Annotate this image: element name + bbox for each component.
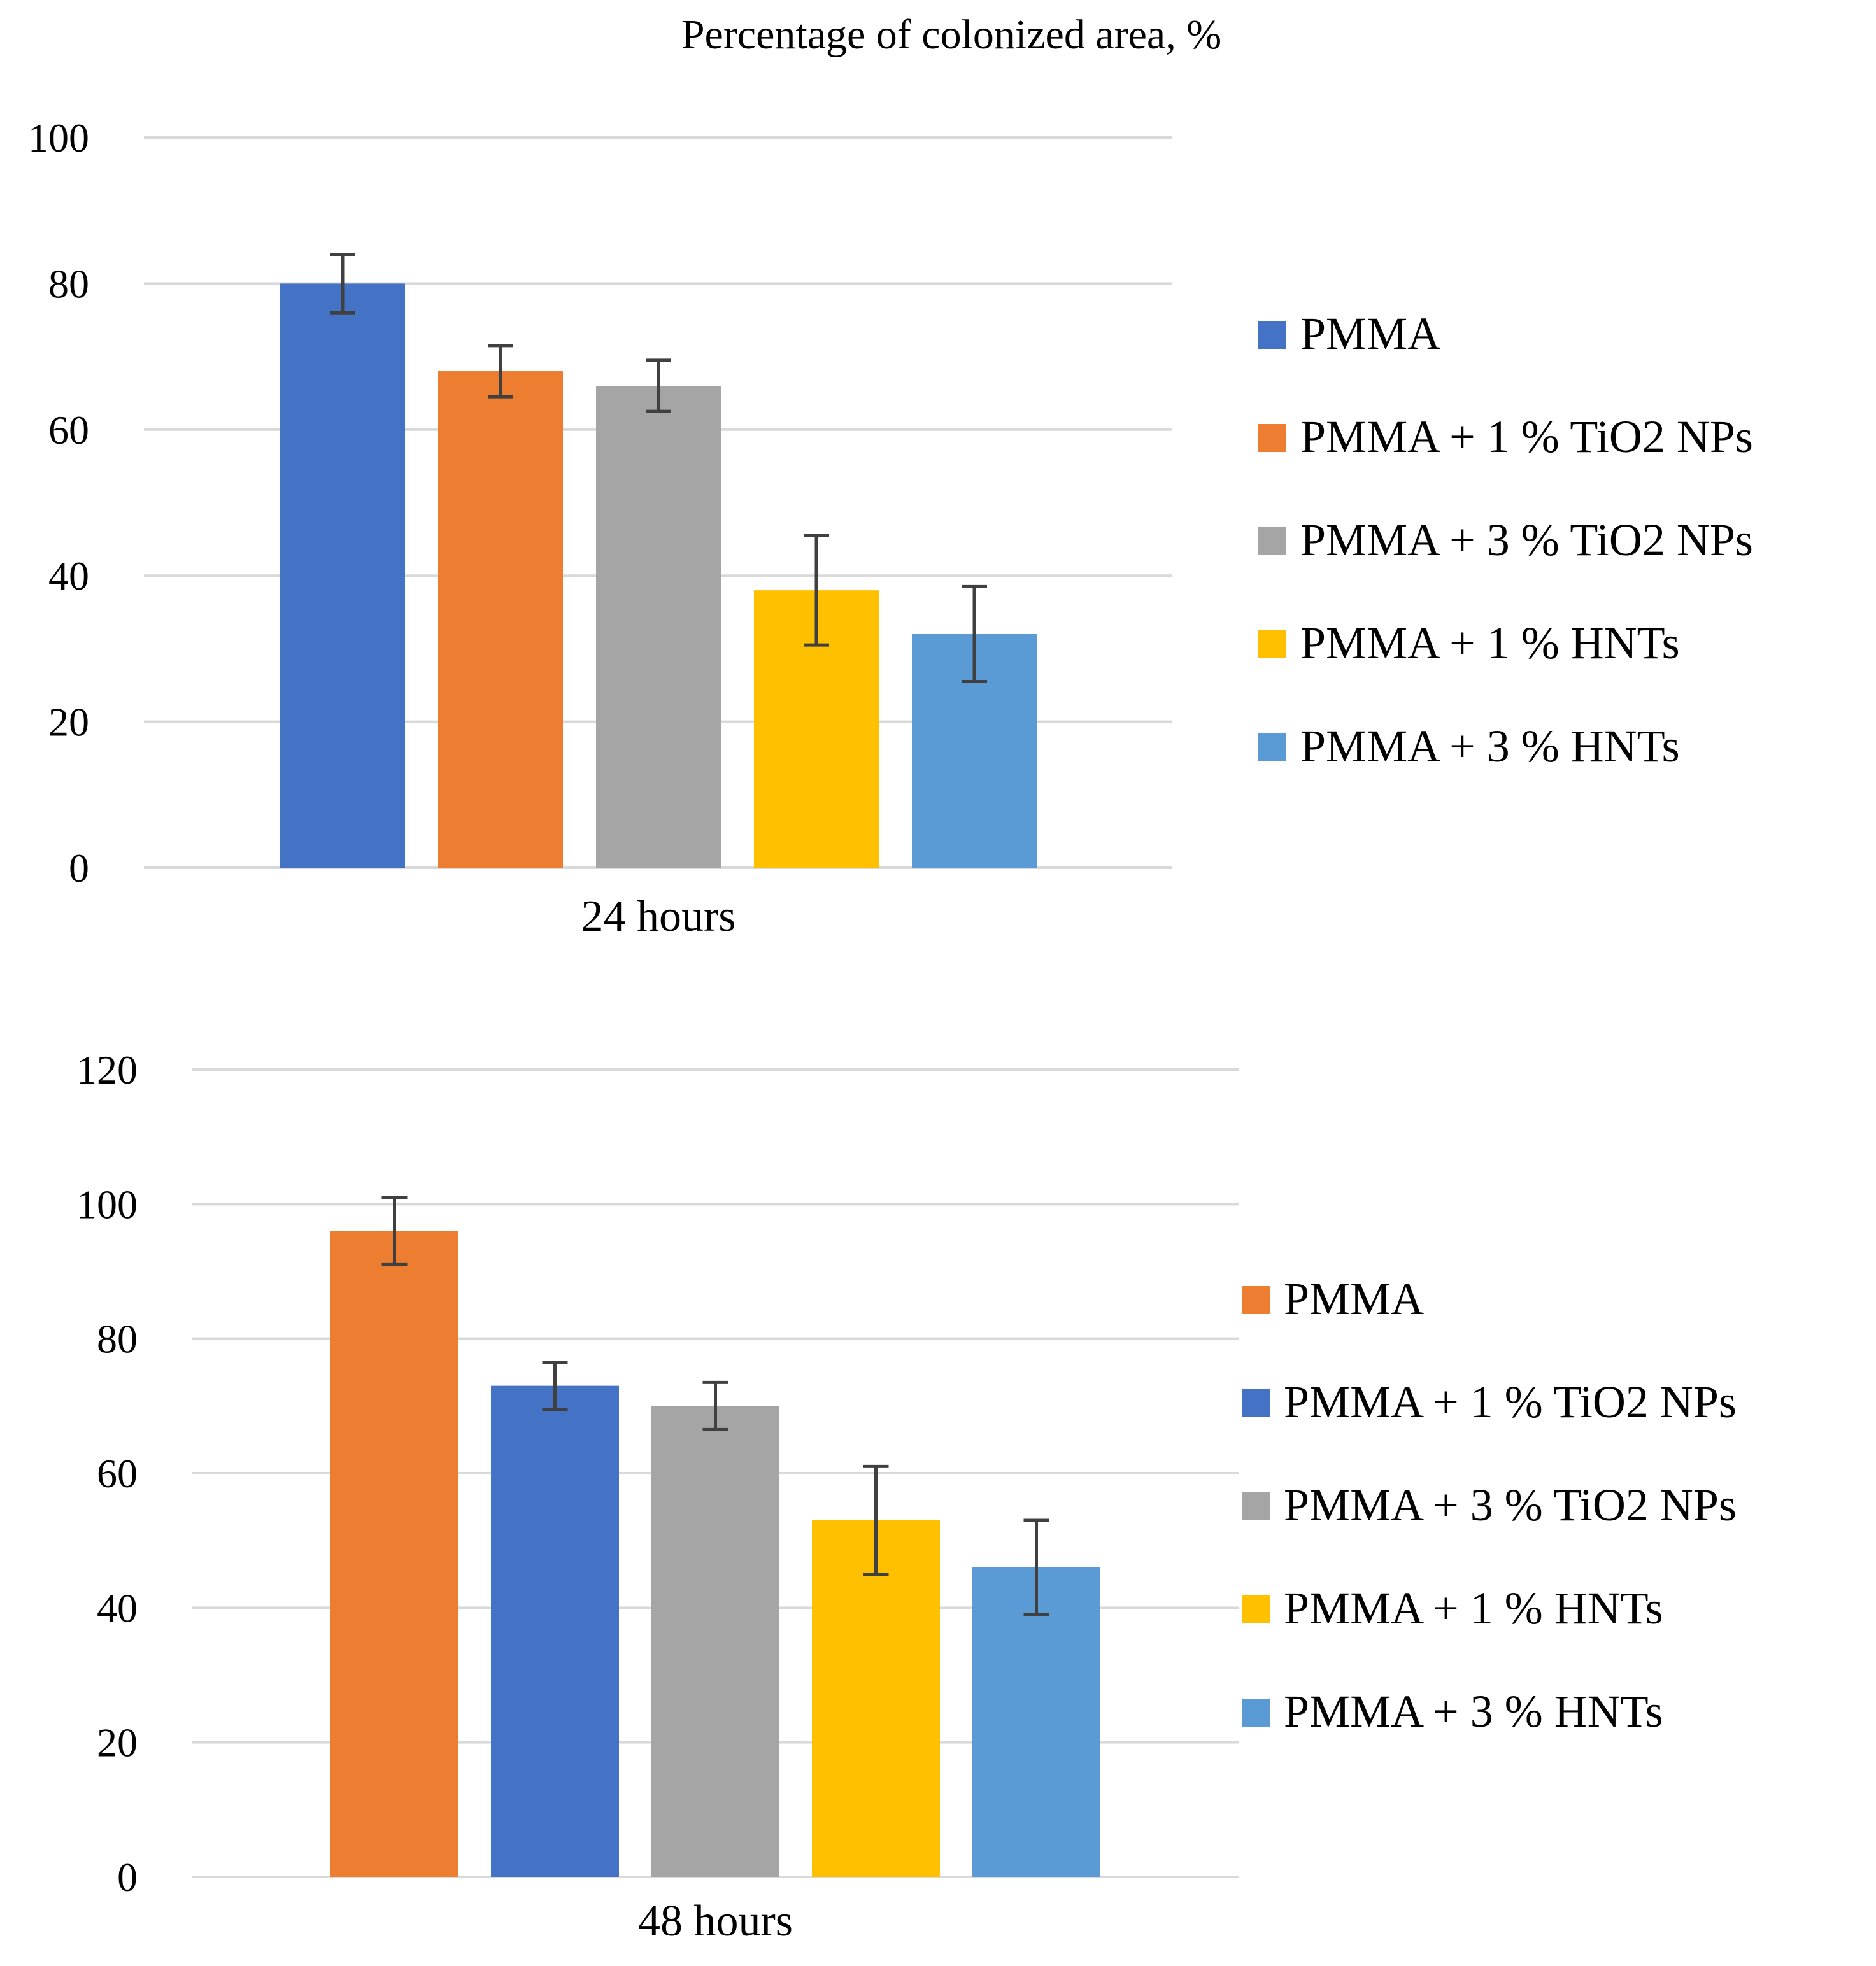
legend-label: PMMA + 1 % TiO2 NPs xyxy=(1284,1376,1737,1427)
legend-swatch xyxy=(1258,424,1286,452)
legend-label: PMMA + 1 % HNTs xyxy=(1300,618,1680,668)
bar xyxy=(491,1385,619,1877)
legend-label: PMMA + 1 % HNTs xyxy=(1284,1583,1663,1634)
chart-panel-48-hours: 0 20 40 60 80 100 120 PMMA PMMA + 1 % TiO2 NPs PM… xyxy=(76,1047,1737,1946)
legend-label: PMMA + 3 % HNTs xyxy=(1284,1686,1663,1737)
y-tick-label: 60 xyxy=(97,1451,138,1496)
y-tick-label: 100 xyxy=(76,1182,138,1227)
y-tick-label: 20 xyxy=(97,1720,138,1765)
y-tick-label: 0 xyxy=(117,1855,138,1900)
y-tick-label: 0 xyxy=(69,845,89,891)
legend-label: PMMA + 3 % HNTs xyxy=(1300,721,1680,772)
bar xyxy=(812,1520,940,1877)
y-tick-label: 20 xyxy=(48,700,89,745)
bar xyxy=(280,283,405,868)
error-bar xyxy=(804,534,829,647)
legend-swatch xyxy=(1242,1286,1270,1314)
legend-label: PMMA + 3 % TiO2 NPs xyxy=(1300,514,1753,565)
bar xyxy=(438,371,563,868)
legend-swatch xyxy=(1258,733,1286,761)
y-tick-label: 40 xyxy=(97,1585,138,1630)
legend-label: PMMA xyxy=(1300,308,1440,359)
y-tick-label: 40 xyxy=(48,553,89,598)
y-tick-label: 100 xyxy=(28,115,89,160)
x-category-label: 24 hours xyxy=(581,892,735,941)
y-tick-label: 80 xyxy=(48,261,89,306)
error-bar xyxy=(542,1361,568,1411)
bar xyxy=(596,385,721,868)
y-tick-label: 80 xyxy=(97,1317,138,1362)
x-category-label: 48 hours xyxy=(638,1897,793,1946)
legend-swatch xyxy=(1258,527,1286,555)
error-bar xyxy=(702,1380,728,1431)
error-bar xyxy=(646,358,671,413)
chart-panel-24-hours: 0 20 40 60 80 100 PMMA PMMA + 1 % TiO2 NPs PMMA … xyxy=(28,115,1753,941)
legend-label: PMMA xyxy=(1284,1273,1424,1324)
bar xyxy=(972,1567,1100,1877)
legend-label: PMMA + 3 % TiO2 NPs xyxy=(1284,1480,1737,1531)
chart-title: Percentage of colonized area, % xyxy=(681,11,1221,58)
legend-swatch xyxy=(1242,1699,1270,1727)
error-bar xyxy=(962,584,987,684)
legend-swatch xyxy=(1242,1389,1270,1417)
legend-swatch xyxy=(1242,1492,1270,1520)
bar xyxy=(651,1406,779,1877)
error-bar xyxy=(330,253,355,315)
legend-swatch xyxy=(1258,630,1286,658)
error-bar xyxy=(488,344,513,399)
error-bar xyxy=(381,1196,408,1266)
y-tick-label: 120 xyxy=(76,1047,138,1093)
bar xyxy=(330,1231,458,1877)
legend-label: PMMA + 1 % TiO2 NPs xyxy=(1300,411,1753,462)
y-tick-label: 60 xyxy=(48,407,89,453)
legend-swatch xyxy=(1258,321,1286,349)
error-bar xyxy=(863,1464,889,1576)
error-bar xyxy=(1023,1518,1049,1616)
legend-swatch xyxy=(1242,1595,1270,1623)
